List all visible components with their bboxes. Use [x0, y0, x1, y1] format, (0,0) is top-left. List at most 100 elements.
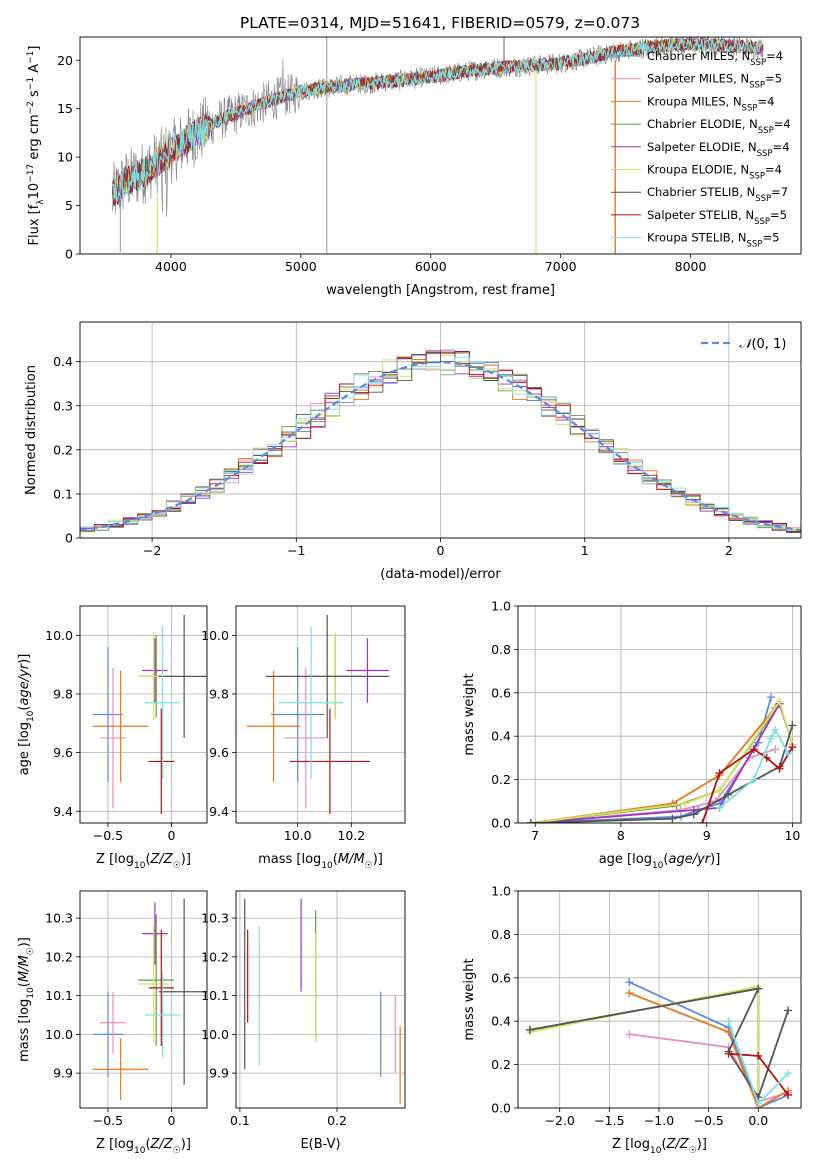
y-axis-label-part: log [17, 722, 32, 742]
x-axis-label: Z [log10(Z/Z☉)] [612, 1137, 707, 1156]
x-axis-label: Z [log10(Z/Z☉)] [96, 1137, 191, 1156]
age_vs_Z-plot-area [92, 614, 207, 815]
x-axis-label-part: 10 [650, 1146, 662, 1156]
y-tick-label: 10.1 [45, 988, 73, 1003]
y-axis-label-part: Normed distribution [24, 365, 39, 495]
y-tick-label: 10.1 [201, 988, 229, 1003]
mass-weight-line-kroupa_miles [530, 707, 776, 823]
x-axis-label-part: ☉ [689, 1146, 697, 1156]
x-tick-label: 7 [531, 828, 539, 843]
mass-weight-line-chabrier_stelib [530, 725, 794, 823]
legend-subscript: SSP [747, 240, 763, 250]
mass-weight-marker-chabrier_stelib [526, 819, 535, 823]
mass_vs_Z-plot-area [92, 898, 207, 1101]
legend-label-salpeter_elodie: Salpeter ELODIE, NSSP=4 [647, 140, 790, 159]
x-axis-label-part: Z/Z [666, 1137, 690, 1152]
axes-frame [235, 605, 406, 824]
legend-subscript: SSP [757, 149, 773, 159]
y-axis-label-part: s [27, 90, 42, 101]
mass-weight-marker-salpeter_stelib [715, 769, 724, 778]
y-axis-label-part: ☉ [26, 947, 36, 955]
legend-value: =5 [762, 231, 779, 245]
mass-weight-marker-chabrier_stelib [525, 1025, 534, 1034]
axes-frame [79, 321, 802, 539]
y-tick-label: 9.6 [53, 745, 73, 760]
y-tick-label: 10.0 [201, 1027, 229, 1042]
y-axis-label-part: −17 [26, 164, 36, 183]
errorbar-salpeter_miles [100, 991, 126, 1054]
age_vs_Z-panel: −0.5 09.49.69.810.0Z [log10(Z/Z☉)]age [lo… [17, 605, 208, 871]
mass_vs_ebv-panel: 0.1 0.2 9.9 10.0 10.1 10.2 10.3 E(B-V) [201, 890, 406, 1152]
legend-subscript: SSP [755, 194, 771, 204]
mass-weight-marker-salpeter_stelib [724, 1049, 733, 1058]
x-tick-label: 6000 [415, 259, 447, 274]
x-axis-label-part: Z [ [612, 1137, 630, 1152]
mass-weight-line-salpeter_elodie [529, 987, 760, 1108]
errorbar-chabrier_elodie [138, 914, 174, 1046]
y-tick-label: 10.0 [45, 628, 73, 643]
x-tick-label: −2 [143, 543, 161, 558]
y-axis-label-part: )] [17, 937, 32, 947]
x-axis-label-part: log [114, 1137, 134, 1152]
mass-weight-marker-salpeter_miles [771, 745, 780, 754]
y-axis-label-part: ( [17, 982, 32, 987]
y-axis-label-part: )] [17, 654, 32, 664]
x-axis-label-part: ( [145, 852, 150, 867]
y-tick-label: 0.6 [491, 685, 511, 700]
x-axis-label-part: )] [181, 1137, 191, 1152]
legend-label-salpeter_stelib: Salpeter STELIB, NSSP=5 [647, 208, 787, 227]
x-tick-label: 0 [167, 828, 175, 843]
residuals-panel: −2 −1 0 1 2 0 0.1 0.2 0.3 0.4 (data-model)/error No… [24, 321, 802, 582]
errorbar-salpeter_stelib [148, 708, 174, 815]
y-tick-label: 9.8 [53, 686, 73, 701]
errorbar-salpeter_elodie [142, 638, 168, 703]
errorbar-salpeter_miles [100, 667, 126, 809]
y-tick-label: 0.0 [491, 1101, 511, 1116]
legend-value: =4 [757, 94, 774, 108]
mass-weight-marker-chabrier_stelib [754, 984, 763, 993]
x-tick-label: 0 [437, 543, 445, 558]
x-tick-label: 1 [581, 543, 589, 558]
legend-text: Salpeter ELODIE, N [647, 140, 757, 154]
y-axis-label-part: age/yr [17, 662, 32, 705]
legend-value: =4 [765, 163, 782, 177]
errorbar-kroupa_stelib [144, 972, 181, 1058]
y-tick-label: 0.8 [491, 927, 511, 942]
y-tick-label: 9.9 [53, 1066, 73, 1081]
y-tick-label: 10.2 [201, 949, 229, 964]
age_vs_mass-plot-area [246, 614, 389, 815]
y-tick-label: 10.3 [45, 911, 73, 926]
y-axis-label: mass [log10(M/M☉)] [17, 937, 36, 1062]
errorbar-salpeter_elodie [345, 638, 389, 703]
y-tick-label: 9.8 [209, 686, 229, 701]
x-axis-label-part: log [632, 852, 652, 867]
x-axis-label-part: ( [145, 1137, 150, 1152]
x-axis-label-part: ( [661, 1137, 666, 1152]
mass-weight-marker-kroupa_elodie [775, 697, 784, 706]
y-tick-label: 0.2 [491, 772, 511, 787]
x-axis-label-part: Z/Z [150, 852, 174, 867]
errorbar-chabrier_stelib [158, 898, 207, 1085]
mass-weight-marker-chabrier_stelib [788, 721, 797, 730]
legend-value: =4 [773, 140, 790, 154]
legend-subscript: SSP [749, 81, 765, 91]
x-axis-label: (data-model)/error [380, 567, 501, 582]
legend-label-chabrier_miles: Chabrier MILES, NSSP=4 [647, 49, 783, 68]
y-tick-label: 9.9 [209, 1066, 229, 1081]
x-axis-label: mass [log10(M/M☉)] [258, 852, 383, 871]
x-axis-label: E(B-V) [300, 1137, 340, 1152]
mass-weight-marker-chabrier_miles [625, 978, 634, 987]
y-axis-label-part: M/M [17, 955, 32, 982]
x-axis-label-part: Z [ [96, 852, 114, 867]
age_vs_mass-panel: 10.0 10.2 9.4 9.6 9.8 10.0 mass [log10(M/M☉)] [201, 605, 406, 871]
y-tick-label: 10.2 [45, 949, 73, 964]
y-axis-label: mass weight [462, 958, 477, 1040]
mass-weight-marker-chabrier_miles [766, 693, 775, 702]
mass-weight-marker-salpeter_stelib [762, 753, 771, 762]
y-axis-label: Normed distribution [24, 365, 39, 495]
mass-weight-marker-kroupa_stelib [724, 1017, 733, 1026]
x-axis-label-part: log [114, 852, 134, 867]
y-tick-label: 0.3 [53, 398, 73, 413]
y-axis-label-part: Flux [f [27, 204, 42, 245]
